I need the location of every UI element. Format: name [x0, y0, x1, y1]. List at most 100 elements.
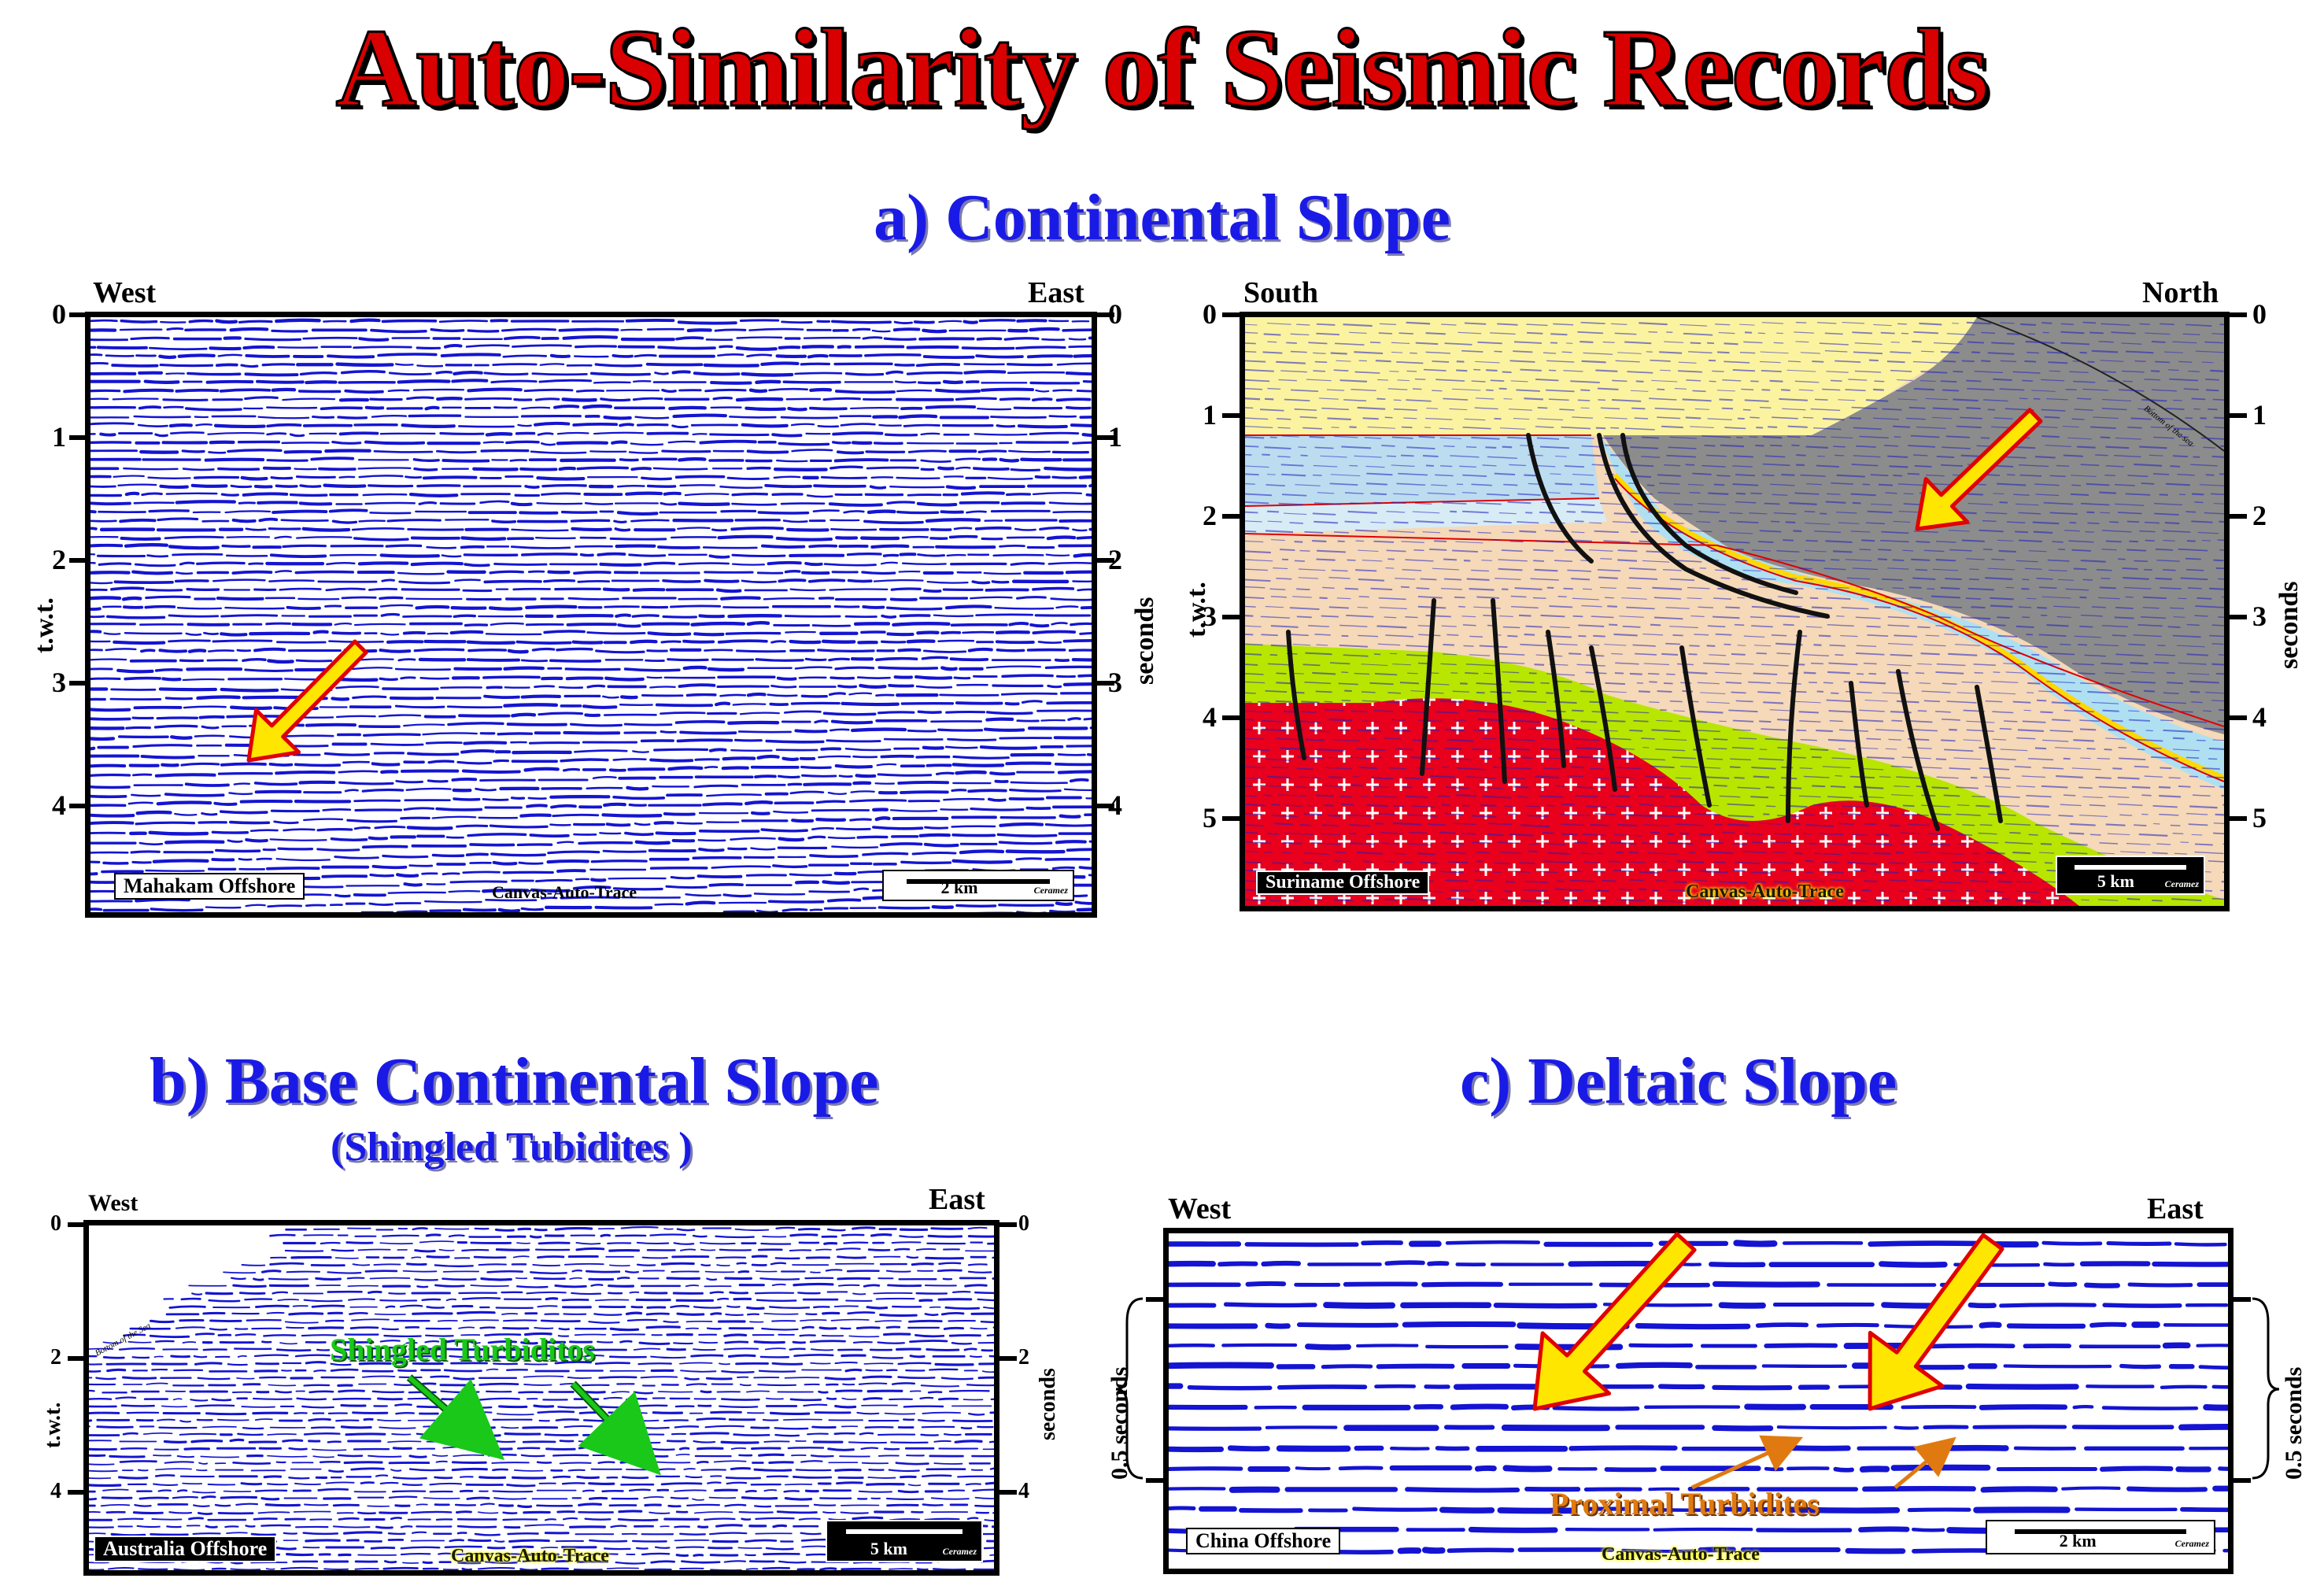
reflector-line [1855, 652, 1885, 656]
axis-label-twt: t.w.t. [30, 597, 59, 653]
reflector-line [1507, 710, 1536, 713]
reflector-line [2156, 559, 2180, 562]
reflector-line [1425, 615, 1451, 618]
reflector-line [2123, 700, 2149, 704]
reflector-line [1413, 549, 1424, 552]
credit-label: Canvas-Auto-Trace [1686, 882, 1844, 902]
reflector-line [1321, 615, 1339, 618]
reflector-line [2217, 539, 2224, 542]
reflector-line [2148, 454, 2163, 456]
reflector-line [2152, 852, 2168, 855]
reflector-line [1728, 709, 1758, 713]
reflector-line [1572, 737, 1600, 741]
reflector-line [1713, 738, 1728, 741]
reflector-line [2185, 756, 2200, 760]
reflector-line [1280, 464, 1304, 467]
reflector-line [1935, 758, 1947, 760]
reflector-line [1776, 652, 1791, 655]
reflector-line [2186, 813, 2208, 815]
reflector-line [1605, 417, 1628, 420]
reflector-line [2086, 482, 2110, 486]
reflector-line [1867, 634, 1889, 637]
reflector-line [1889, 465, 1908, 468]
reflector-line [2045, 445, 2071, 447]
reflector-line [1543, 860, 1572, 864]
reflector-line [1802, 416, 1814, 419]
reflector-line [1595, 369, 1618, 372]
reflector-line [1290, 333, 1310, 336]
reflector-line [1265, 758, 1291, 761]
reflector-line [2105, 445, 2130, 449]
axis-tick [1097, 435, 1114, 440]
reflector-line [1341, 699, 1351, 702]
reflector-line [1874, 606, 1891, 609]
reflector-line [1325, 804, 1334, 807]
reflector-line [1625, 475, 1652, 479]
reflector-line [1985, 652, 2003, 656]
credit-label: Canvas-Auto-Trace [451, 1546, 609, 1566]
reflector-line [2178, 548, 2208, 552]
reflector-line [1990, 604, 2013, 608]
reflector-line [1374, 673, 1398, 676]
reflector-line [1772, 493, 1788, 496]
reflector-line [1852, 567, 1878, 571]
reflector-line [1946, 333, 1975, 336]
reflector-line [1776, 550, 1800, 553]
reflector-line [1865, 399, 1889, 402]
reflector-line [1443, 397, 1469, 401]
reflector-line [2173, 399, 2182, 401]
reflector-line [1564, 465, 1584, 468]
reflector-line [2211, 700, 2224, 702]
reflector-line [1706, 851, 1734, 855]
reflector-line [1828, 710, 1854, 713]
reflector-line [1955, 786, 1979, 789]
reflector-line [2191, 520, 2213, 523]
reflector-line [1909, 869, 1924, 872]
reflector-line [1665, 642, 1681, 645]
reflector-line [1328, 606, 1349, 609]
reflector-line [1920, 350, 1934, 353]
reflector-line [1393, 493, 1419, 496]
reflector-line [1262, 719, 1284, 723]
reflector-line [1469, 654, 1491, 656]
reflector-line [1395, 852, 1407, 855]
reflector-line [1732, 719, 1754, 723]
reflector-line [1540, 682, 1550, 684]
reflector-line [1298, 446, 1306, 449]
scale-bar-label: 5 km [870, 1539, 907, 1558]
reflector-line [1856, 445, 1876, 448]
reflector-line [1262, 351, 1283, 354]
reflector-line [1713, 784, 1727, 787]
reflector-line [1304, 852, 1329, 855]
reflector-line [1540, 870, 1558, 874]
reflector-line [1245, 387, 1262, 390]
reflector-line [1751, 767, 1776, 770]
reflector-line [2201, 361, 2214, 364]
reflector-line [1766, 861, 1794, 864]
reflector-line [1752, 558, 1772, 560]
reflector-line [1617, 823, 1638, 827]
reflector-line [1725, 606, 1740, 609]
reflector-line [1319, 597, 1328, 600]
reflector-line [1813, 427, 1842, 431]
reflector-line [1358, 729, 1382, 733]
reflector-line [2187, 673, 2209, 675]
axis-tick-label: 2 [1018, 1345, 1029, 1370]
reflector-line [1988, 813, 2016, 816]
reflector-line [2048, 361, 2068, 364]
reflector-line [1913, 387, 1934, 391]
reflector-line [1690, 342, 1701, 345]
reflector-line [1635, 652, 1657, 656]
reflector-line [1628, 577, 1658, 580]
reflector-line [1621, 597, 1647, 600]
reflector-line [1290, 350, 1307, 353]
reflector-line [1639, 804, 1654, 806]
reflector-line [2046, 624, 2069, 627]
seismic-texture [91, 318, 1092, 912]
reflector-line [1770, 841, 1800, 845]
reflector-line [1550, 333, 1568, 336]
axis-label-seconds: seconds [1130, 597, 1159, 685]
reflector-line [2019, 397, 2028, 400]
reflector-line [2100, 662, 2123, 666]
reflector-line [1769, 567, 1794, 571]
